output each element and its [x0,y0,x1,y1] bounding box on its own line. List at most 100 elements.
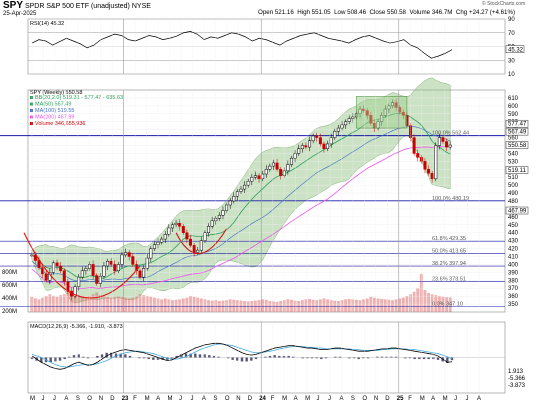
volume-bar [423,290,427,312]
symbol: SPY [3,0,24,11]
time-axis-label: A [156,396,160,402]
macd-histogram-bar [245,357,248,362]
volume-bar [48,294,52,312]
volume-bar [228,299,232,312]
macd-histogram-bar [380,356,384,358]
macd-histogram-bar [203,354,206,358]
candle-body [264,169,268,175]
volume-bar [347,298,351,312]
price-tick-label: 390 [508,270,519,276]
time-axis-label: 23 [122,396,129,402]
candle-body [149,248,153,259]
price-tag-label: 577.47 [508,122,527,128]
volume-bar [398,298,402,312]
macd-histogram-bar [110,352,113,358]
volume-bar [401,297,405,312]
macd-histogram-bar [96,355,99,358]
candle-body [95,275,99,284]
volume-bar [163,298,167,312]
low-value: Low 508.46 [334,9,367,16]
volume-bar [66,292,70,312]
candle-body [88,264,92,269]
volume-bar [394,299,398,312]
volume-bar [412,291,416,312]
price-tick-label: 460 [508,215,519,221]
macd-histogram-bar [212,355,216,358]
price-tag-label: 567.49 [508,130,527,136]
price-tick-label: 350 [508,302,519,308]
price-tag [505,141,529,149]
macd-histogram-bar [180,354,183,358]
volume-bar [365,298,369,312]
price-tag-label: 550.58 [508,143,527,149]
ohlc-summary: Open 521.16 High 551.05 Low 508.46 Close… [258,9,515,16]
macd-histogram-bar [376,356,379,358]
rsi-line [31,31,453,59]
volume-bar [203,299,207,312]
rsi-current-label: 45.32 [508,48,524,54]
arc-annotation [175,228,228,255]
candle-body [333,130,337,138]
candle-body [409,125,413,138]
candle-body [308,140,312,148]
time-axis-label: A [339,396,343,402]
volume-bar [185,297,189,312]
time-axis-label: O [225,396,230,402]
legend-swatch [30,109,33,112]
candle-body [228,200,232,206]
macd-histogram-bar [357,357,360,360]
macd-histogram-bar [40,357,43,363]
close-value: Close 550.58 [369,9,406,16]
candle-body [279,169,283,176]
volume-bar [192,296,196,312]
candle-body [336,127,340,132]
candle-body [300,145,304,149]
macd-histogram-bar [268,355,272,358]
legend-entry: MA(100) 519.55 [35,108,74,114]
volume-bar [344,299,348,312]
volume-bar [369,296,373,312]
macd-histogram-bar [105,352,108,358]
macd-histogram-bar [394,356,398,358]
price-legend-title: SPY (Weekly) 550.58 [30,90,82,96]
volume-bar [430,294,434,312]
volume-bar [290,299,293,312]
macd-histogram-bar [194,353,197,358]
time-axis-label: S [351,396,355,402]
volume-axis-label: 800M [2,270,17,276]
volume-bar [304,299,308,312]
security-name: SPDR S&P 500 ETF (unadjusted) [24,3,130,10]
candle-body [174,222,178,226]
candle-body [51,262,55,273]
macd-histogram-bar [100,354,104,358]
macd-histogram-bar [128,355,132,358]
candle-body [437,137,441,146]
candle-body [152,244,156,249]
fib-level-label: 50.0% 413.65 [432,249,466,255]
volume-bar [308,298,311,312]
macd-histogram-bar [404,357,407,359]
price-tick-label: 530 [508,159,519,165]
price-tick-label: 360 [508,294,519,300]
volume-value: Volume 346.7M [409,9,453,16]
macd-histogram-bar [436,357,440,360]
candle-body [329,137,333,145]
time-axis-label: N [236,396,240,402]
candle-body [261,173,265,180]
candle-body [55,262,59,267]
macd-histogram-bar [362,357,365,359]
macd-histogram-bar [189,353,192,358]
ma200-line [31,146,451,290]
candle-body [109,261,113,265]
rsi-current-tag [505,45,525,53]
macd-histogram-bar [422,357,426,360]
exchange: NYSE [131,3,151,10]
volume-axis-label: 600M [2,283,17,289]
macd-histogram-bar [152,357,155,360]
volume-bar [160,299,164,312]
candle-body [315,135,319,138]
price-tag-label: 467.99 [508,209,527,215]
volume-bar [124,297,128,312]
macd-histogram-bar [77,354,80,358]
